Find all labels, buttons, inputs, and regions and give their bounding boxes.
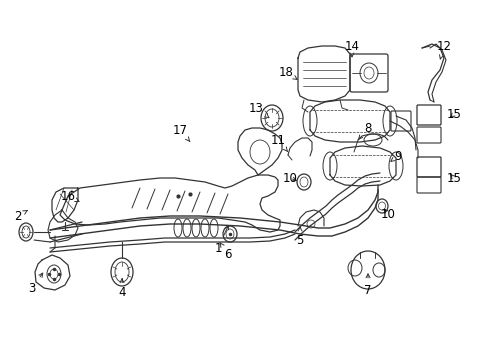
Text: 10: 10: [381, 207, 395, 220]
Text: 10: 10: [283, 171, 297, 184]
Text: 17: 17: [172, 123, 190, 141]
Text: 2: 2: [14, 210, 27, 222]
Text: 8: 8: [359, 122, 372, 139]
Text: 1: 1: [214, 225, 228, 255]
Text: 3: 3: [28, 273, 43, 294]
Text: 18: 18: [278, 66, 297, 80]
Text: 15: 15: [446, 171, 462, 184]
Text: 11: 11: [270, 134, 288, 152]
Text: 15: 15: [446, 108, 462, 121]
Text: 6: 6: [220, 243, 232, 261]
Text: 14: 14: [344, 40, 360, 57]
Text: 13: 13: [248, 102, 269, 118]
Text: 7: 7: [364, 274, 372, 297]
Text: 16: 16: [60, 189, 79, 202]
Text: 9: 9: [391, 149, 402, 162]
Text: 5: 5: [296, 227, 304, 247]
Text: 4: 4: [118, 279, 126, 298]
Text: 12: 12: [437, 40, 451, 59]
